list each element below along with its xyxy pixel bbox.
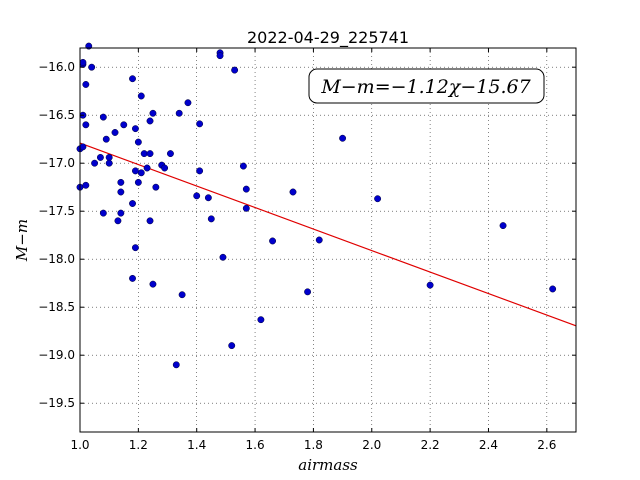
data-point bbox=[117, 209, 125, 217]
data-point bbox=[117, 178, 125, 186]
data-point bbox=[134, 178, 142, 186]
data-point bbox=[82, 81, 90, 88]
x-tick-label: 1.0 bbox=[70, 438, 89, 452]
data-point bbox=[149, 280, 157, 288]
x-tick-label: 2.0 bbox=[362, 438, 381, 452]
x-tick-label: 1.2 bbox=[129, 438, 148, 452]
data-point bbox=[315, 236, 323, 244]
annotation-box bbox=[308, 68, 545, 104]
x-tick-label: 2.4 bbox=[479, 438, 498, 452]
fit-equation: M−m=−1.12χ−15.67 bbox=[320, 76, 531, 98]
data-point bbox=[146, 150, 154, 158]
data-point bbox=[304, 288, 312, 296]
data-point bbox=[161, 164, 169, 172]
data-point bbox=[105, 159, 113, 167]
y-tick-label: −18.5 bbox=[38, 300, 75, 314]
data-point bbox=[134, 138, 142, 146]
data-point bbox=[117, 188, 125, 196]
x-tick-label: 2.2 bbox=[421, 438, 440, 452]
data-point bbox=[219, 253, 227, 261]
y-tick-label: −16.5 bbox=[38, 108, 75, 122]
x-axis-label: airmass bbox=[298, 456, 358, 474]
data-point bbox=[172, 361, 180, 369]
data-point bbox=[99, 113, 107, 121]
data-point bbox=[239, 162, 247, 170]
data-point bbox=[204, 194, 212, 202]
data-point bbox=[175, 109, 183, 117]
data-point bbox=[193, 192, 201, 200]
data-point bbox=[207, 215, 215, 223]
data-point bbox=[82, 181, 90, 189]
data-point bbox=[131, 125, 139, 133]
data-point bbox=[129, 274, 136, 282]
data-point bbox=[228, 342, 236, 350]
x-tick-label: 1.8 bbox=[304, 438, 323, 452]
data-point bbox=[79, 58, 87, 66]
data-point bbox=[146, 217, 154, 225]
data-point bbox=[374, 195, 382, 203]
data-point bbox=[137, 92, 145, 100]
data-point bbox=[96, 153, 104, 161]
data-point bbox=[184, 99, 192, 107]
y-tick-label: −19.5 bbox=[38, 396, 75, 410]
fit-line bbox=[79, 142, 577, 327]
y-axis-label: M−m bbox=[13, 219, 31, 262]
data-point bbox=[196, 167, 204, 175]
fit-line-group bbox=[79, 142, 577, 327]
data-points bbox=[76, 42, 557, 369]
data-point bbox=[257, 316, 265, 324]
data-point bbox=[269, 237, 277, 245]
y-tick-label: −16.0 bbox=[38, 60, 75, 74]
axis-ticks: 1.0 1.2 1.4 1.6 1.8 2.0 2.2 2.4 2.6 −16.0 −16.5 −17… bbox=[38, 48, 576, 452]
y-tick-label: −17.5 bbox=[38, 204, 75, 218]
data-point bbox=[152, 183, 160, 191]
data-point bbox=[149, 109, 157, 117]
data-point bbox=[231, 66, 239, 74]
data-point bbox=[105, 153, 113, 161]
data-point bbox=[216, 52, 224, 60]
grid bbox=[79, 48, 576, 432]
data-point bbox=[131, 167, 139, 175]
y-tick-label: −18.0 bbox=[38, 252, 75, 266]
data-point bbox=[178, 291, 186, 299]
data-point bbox=[129, 200, 136, 207]
data-point bbox=[166, 150, 174, 158]
data-point bbox=[549, 285, 557, 293]
data-point bbox=[82, 121, 90, 129]
data-point bbox=[289, 188, 297, 196]
fit-annotation: M−m=−1.12χ−15.67 bbox=[308, 68, 545, 104]
y-tick-label: −17.0 bbox=[38, 156, 75, 170]
data-point bbox=[91, 159, 99, 167]
x-tick-label: 2.6 bbox=[537, 438, 556, 452]
plot-frame bbox=[79, 47, 577, 433]
data-point bbox=[242, 185, 250, 193]
data-point bbox=[196, 120, 204, 128]
x-tick-label: 1.4 bbox=[187, 438, 206, 452]
data-point bbox=[242, 204, 250, 212]
x-tick-label: 1.6 bbox=[246, 438, 265, 452]
data-point bbox=[114, 217, 122, 225]
data-point bbox=[143, 164, 151, 172]
data-point bbox=[111, 129, 119, 136]
data-point bbox=[146, 117, 154, 125]
data-point bbox=[99, 209, 107, 217]
data-point bbox=[339, 134, 347, 142]
data-point bbox=[79, 143, 87, 151]
y-tick-label: −19.0 bbox=[38, 348, 75, 362]
data-point bbox=[131, 244, 139, 252]
chart-title: 2022-04-29_225741 bbox=[247, 28, 409, 48]
data-point bbox=[88, 63, 96, 71]
data-point bbox=[426, 281, 434, 289]
plot-area bbox=[80, 48, 576, 432]
data-point bbox=[120, 121, 128, 129]
data-point bbox=[140, 150, 148, 158]
data-point bbox=[499, 222, 507, 230]
data-point bbox=[137, 169, 145, 177]
data-point bbox=[129, 75, 136, 83]
data-point bbox=[102, 135, 110, 143]
